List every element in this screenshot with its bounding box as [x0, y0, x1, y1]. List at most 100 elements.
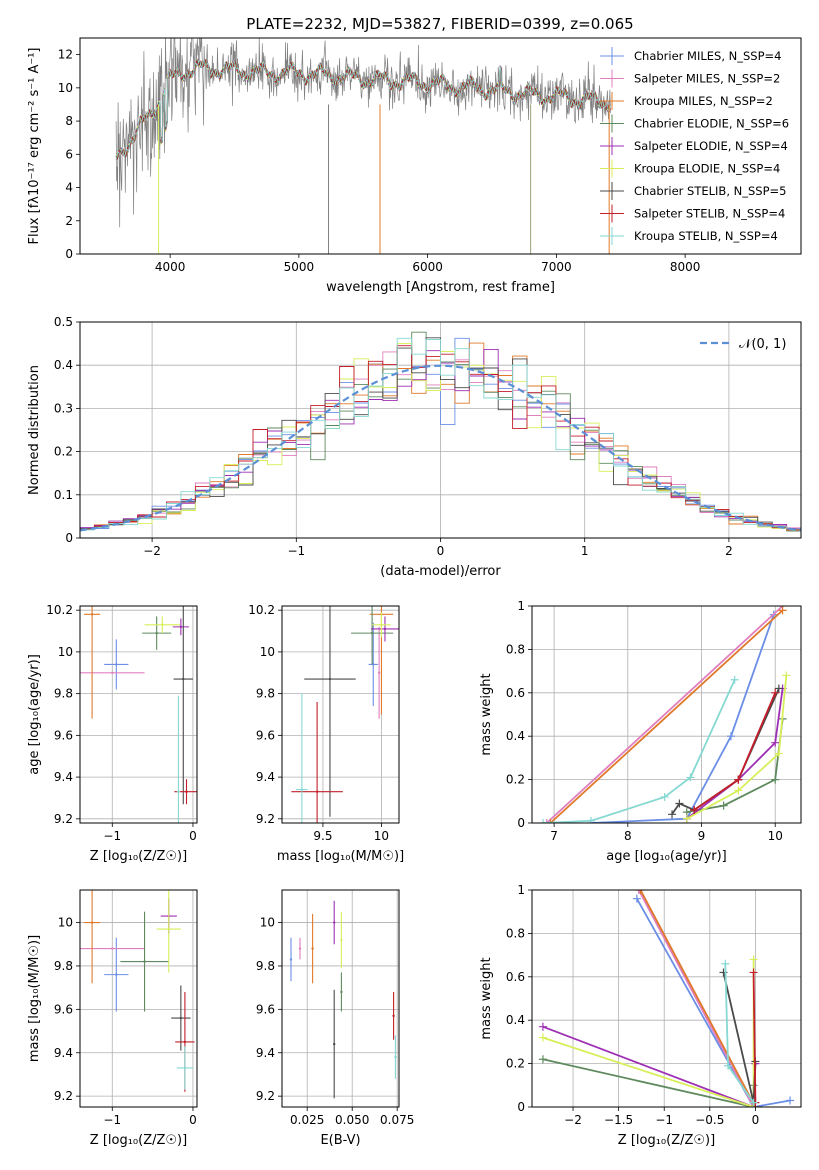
y-tick-label: 0.4 [506, 729, 525, 743]
legend-label-6: Chabrier STELIB, N_SSP=5 [634, 184, 786, 198]
point-marker-1 [377, 671, 381, 674]
weight-marker-5 [782, 671, 791, 680]
point-marker-5 [380, 623, 383, 626]
x-tick-label: 0 [189, 1113, 197, 1127]
weight-marker-7 [771, 688, 780, 697]
y-tick-label: 12 [58, 48, 73, 62]
legend-label-2: Kroupa MILES, N_SSP=2 [634, 94, 773, 108]
legend-label-7: Salpeter STELIB, N_SSP=4 [634, 207, 785, 221]
panel-spectrum: 4000 5000 6000 7000 8000 0 2 4 6 8 10 12 wavelength … [27, 37, 802, 295]
x-tick-label: 8 [624, 829, 632, 843]
plot-frame [79, 321, 802, 539]
point-marker-0 [115, 973, 118, 976]
weight-marker-8 [586, 816, 595, 823]
weight-marker-1 [542, 819, 551, 823]
y-tick-label: 0.2 [506, 1057, 525, 1071]
weight-line-7 [752, 972, 757, 1103]
panel-weight-vs-age: 7 8 9 10 0 0.2 0.4 0.6 0.8 1 age [log₁₀(age/yr)] ma… [479, 599, 802, 864]
model-line-8 [115, 59, 611, 160]
y-tick-label: 10 [260, 916, 275, 930]
point-marker-4 [179, 625, 183, 629]
weight-line-5 [686, 675, 788, 820]
point-marker-6 [333, 1042, 336, 1046]
weight-marker-7 [734, 775, 743, 784]
y-tick-label: 9.2 [256, 812, 275, 826]
x-axis-label: Z [log₁₀(Z/Z☉)] [618, 1133, 715, 1148]
x-axis-label: E(B-V) [320, 1133, 360, 1148]
x-tick-label: 0.050 [335, 1113, 369, 1127]
y-tick-label: 9.2 [54, 1089, 73, 1103]
weight-line-2 [549, 609, 784, 823]
clipped-layer [80, 890, 195, 1092]
weight-marker-2 [636, 890, 645, 894]
y-tick-label: 9.8 [54, 959, 73, 973]
x-tick-label: −1.5 [604, 1113, 633, 1127]
y-tick-label: 0.1 [54, 488, 73, 502]
point-marker-1 [298, 947, 302, 950]
weight-marker-0 [726, 732, 735, 741]
y-tick-label: 9.4 [256, 770, 275, 784]
y-tick-label: 0.8 [506, 642, 525, 656]
weight-marker-6 [668, 810, 677, 819]
point-marker-6 [182, 677, 185, 681]
panel-mass-vs-Z: −1 0 9.2 9.4 9.6 9.8 10 Z [log₁₀(Z/Z☉)] mass [lo… [27, 889, 198, 1148]
weight-marker-3 [771, 775, 780, 784]
y-tick-label: 9.6 [256, 728, 275, 742]
y-axis-label: mass [log₁₀(M/M☉)] [27, 935, 42, 1062]
y-tick-label: 6 [65, 147, 73, 161]
weight-marker-7 [690, 805, 699, 814]
weight-marker-8 [660, 792, 669, 801]
y-tick-label: 9.8 [54, 687, 73, 701]
legend-label-3: Chabrier ELODIE, N_SSP=6 [634, 117, 789, 131]
x-tick-label: 6000 [412, 260, 443, 274]
x-tick-label: 0 [437, 544, 445, 558]
legend-label-gauss: 𝒩(0, 1) [739, 337, 786, 352]
x-tick-label: −2 [564, 1113, 582, 1127]
weight-marker-6 [774, 684, 783, 693]
weight-marker-6 [675, 799, 684, 808]
gaussian-reference-line [80, 364, 801, 532]
point-marker-7 [392, 1014, 395, 1018]
hist-step-8 [80, 337, 801, 531]
point-marker-0 [372, 663, 375, 666]
x-tick-label: −1 [103, 1113, 121, 1127]
panel-mass-vs-ebv: 0.025 0.050 0.075 9.2 9.4 9.6 9.8 10 E(B-V) [256, 889, 414, 1148]
weight-marker-5 [538, 1033, 547, 1042]
x-tick-label: −0.5 [695, 1113, 724, 1127]
y-tick-label: 10.2 [46, 603, 73, 617]
x-tick-label: 0.075 [380, 1113, 414, 1127]
y-tick-label: 0.2 [506, 773, 525, 787]
weight-marker-3 [538, 1055, 547, 1064]
weight-marker-0 [632, 894, 641, 903]
weight-line-4 [686, 688, 784, 820]
y-tick-label: 9.4 [54, 770, 73, 784]
weight-line-0 [590, 614, 775, 823]
y-tick-label: 10.2 [248, 603, 275, 617]
weight-marker-4 [771, 738, 780, 747]
x-tick-label: −1 [655, 1113, 673, 1127]
x-tick-label: 10 [374, 829, 389, 843]
weight-marker-8 [686, 773, 695, 782]
point-marker-1 [111, 671, 114, 674]
y-tick-label: 0.8 [506, 926, 525, 940]
point-marker-0 [115, 663, 118, 666]
weight-marker-4 [538, 1022, 547, 1031]
x-tick-label: 5000 [284, 260, 315, 274]
y-tick-label: 9.4 [256, 1046, 275, 1060]
y-tick-label: 0.4 [506, 1013, 525, 1027]
y-tick-label: 0.5 [54, 315, 73, 329]
y-tick-label: 1 [517, 599, 525, 613]
weight-marker-5 [682, 814, 691, 823]
x-tick-label: 9 [698, 829, 706, 843]
panel-age-vs-mass: 9.5 10 9.2 9.4 9.6 9.8 10 10.2 mass [log₁₀(M/M☉)… [248, 603, 404, 864]
weight-marker-8 [721, 959, 730, 968]
point-marker-5 [161, 623, 164, 626]
plot-frame [281, 605, 400, 824]
point-marker-3 [143, 960, 146, 963]
point-marker-8 [394, 1055, 397, 1059]
point-marker-6 [179, 1016, 183, 1020]
weight-marker-5 [734, 786, 743, 795]
y-tick-label: 9.2 [54, 812, 73, 826]
x-tick-label: −1 [287, 544, 305, 558]
